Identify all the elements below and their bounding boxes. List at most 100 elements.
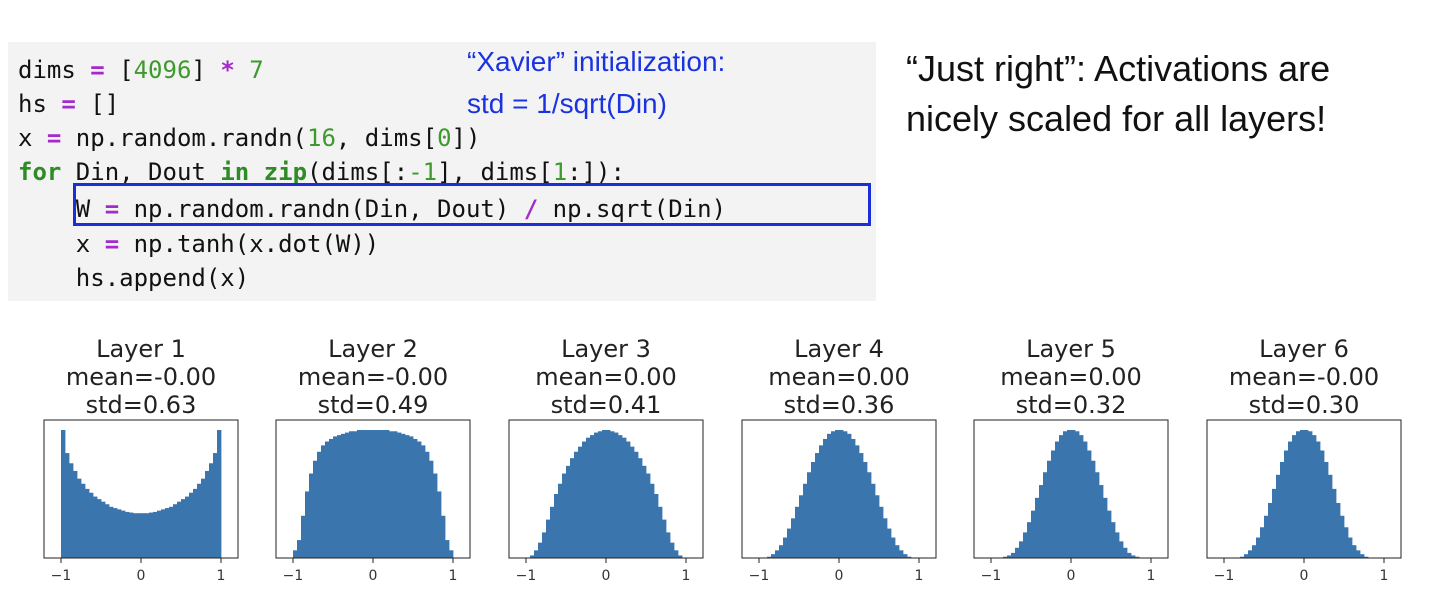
- code-token: *: [220, 56, 235, 84]
- histogram-bar: [847, 433, 852, 558]
- histogram-bar: [129, 512, 134, 558]
- histogram-bar: [1360, 554, 1365, 558]
- histogram-bar: [1075, 431, 1080, 558]
- histogram-bar: [1288, 441, 1293, 558]
- x-tick-label: 1: [449, 568, 458, 584]
- histogram-bar: [530, 555, 535, 558]
- histogram-bar: [843, 431, 848, 558]
- code-line: hs.append(x): [18, 260, 249, 296]
- histogram-bar: [1280, 462, 1285, 558]
- histogram-bar: [1308, 431, 1313, 558]
- histogram-bar: [1107, 510, 1112, 558]
- histogram-bar: [558, 483, 563, 558]
- histogram-bar: [1051, 450, 1056, 558]
- code-token: ]): [451, 124, 481, 152]
- code-token: in: [220, 158, 250, 186]
- histogram-bar: [835, 430, 840, 558]
- histogram-bar: [899, 550, 904, 558]
- histogram-bar: [165, 508, 170, 558]
- histogram-bar: [767, 556, 772, 558]
- histogram-bar: [594, 432, 599, 558]
- x-tick-label: −1: [981, 568, 1002, 584]
- code-token: :]):: [567, 158, 625, 186]
- histogram-mean: mean=-0.00: [298, 363, 448, 391]
- histogram-bar: [117, 509, 122, 558]
- histogram-bar: [1348, 537, 1353, 558]
- histogram-bar: [381, 430, 386, 558]
- side-text-line1: “Just right”: Activations are: [906, 48, 1331, 89]
- histogram-bar: [630, 446, 635, 558]
- x-tick-label: −1: [516, 568, 537, 584]
- histogram-bar: [863, 462, 868, 558]
- histogram-bar: [578, 446, 583, 558]
- histogram-bar: [895, 545, 900, 558]
- histogram-bar: [89, 492, 94, 558]
- histogram-bar: [674, 550, 679, 558]
- histogram-bar: [425, 451, 430, 558]
- histogram-bar: [546, 519, 551, 558]
- histogram-bar: [73, 470, 78, 558]
- histogram-bar: [1087, 450, 1092, 558]
- histogram-bar: [582, 441, 587, 558]
- histogram-bar: [1003, 556, 1008, 558]
- histogram-bar: [1055, 441, 1060, 558]
- histogram-bar: [1248, 550, 1253, 558]
- histogram-bar: [779, 545, 784, 558]
- histogram-bar: [638, 458, 643, 558]
- histogram-bar: [345, 432, 350, 558]
- histogram-bar: [1300, 430, 1305, 558]
- histogram-bar: [1135, 556, 1140, 558]
- histogram-bar: [1027, 522, 1032, 558]
- x-tick-label: 1: [682, 568, 691, 584]
- histogram-bar: [1047, 460, 1052, 558]
- histogram-bar: [413, 438, 418, 558]
- histogram-bar: [133, 513, 138, 558]
- histogram-bar: [161, 509, 166, 558]
- histogram-bar: [1123, 547, 1128, 558]
- histogram-title: Layer 4: [794, 335, 884, 363]
- x-tick-label: 1: [217, 568, 226, 584]
- histogram-bar: [93, 496, 98, 558]
- histogram-bar: [1296, 431, 1301, 558]
- x-tick-label: 1: [1147, 568, 1156, 584]
- histogram-bar: [1244, 554, 1249, 558]
- histogram-bar: [85, 488, 90, 558]
- code-line: hs = []: [18, 86, 119, 122]
- code-token: 1: [552, 158, 568, 186]
- code-token: -1: [408, 158, 438, 186]
- histogram-bar: [301, 515, 306, 558]
- histogram-bar: [377, 430, 382, 558]
- code-token: 16: [307, 124, 336, 152]
- histogram-bar: [602, 430, 607, 558]
- histogram-bar: [634, 451, 639, 558]
- histogram-bar: [313, 460, 318, 558]
- histogram-bar: [827, 433, 832, 558]
- histogram-bar: [217, 430, 222, 558]
- histogram-mean: mean=-0.00: [66, 363, 216, 391]
- histogram-bar: [1256, 537, 1261, 558]
- histogram-bar: [445, 540, 450, 558]
- histogram-bar: [666, 532, 671, 558]
- histogram-bar: [1344, 527, 1349, 558]
- histogram-bar: [185, 496, 190, 558]
- histogram-std: std=0.36: [784, 391, 895, 419]
- histogram-bar: [349, 431, 354, 558]
- histogram-bar: [855, 445, 860, 558]
- histogram-bar: [819, 445, 824, 558]
- histogram-bar: [771, 554, 776, 558]
- histogram-bar: [361, 430, 366, 558]
- histogram-bar: [1336, 502, 1341, 558]
- x-tick-label: 0: [369, 568, 378, 584]
- histogram-bar: [109, 506, 114, 558]
- code-token: ]: [191, 56, 221, 84]
- xavier-annotation-line1: “Xavier” initialization:: [467, 46, 726, 77]
- histogram-bar: [783, 537, 788, 558]
- histogram-bar: [385, 430, 390, 558]
- histogram-bar: [1099, 485, 1104, 558]
- histogram-bar: [566, 465, 571, 558]
